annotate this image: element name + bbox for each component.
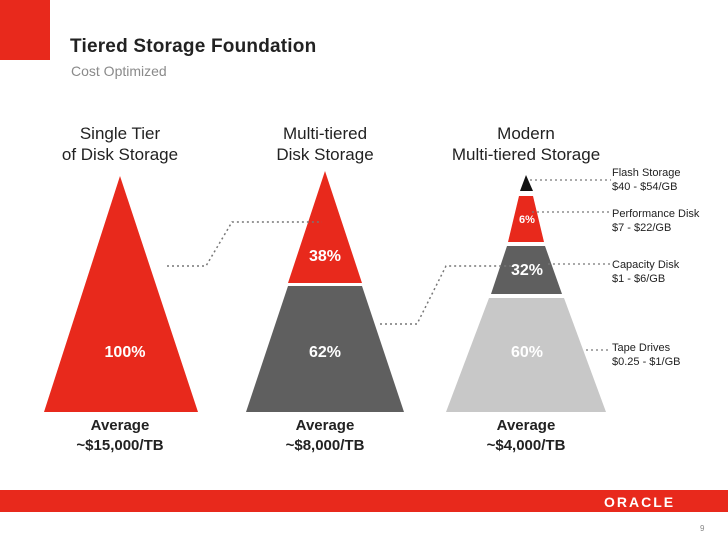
column-3-average-value: ~$4,000/TB xyxy=(486,437,566,454)
column-2-average-label: Average xyxy=(295,417,355,434)
slide-subtitle: Cost Optimized xyxy=(71,63,167,79)
pct-col1-disk: 100% xyxy=(104,344,146,361)
pyramid-1-disk xyxy=(44,176,198,412)
oracle-logo: ORACLE xyxy=(604,494,676,510)
column-3-heading: Modern Multi-tiered Storage xyxy=(430,123,622,165)
tier-capacity-price: $1 - $6/GB xyxy=(612,273,666,285)
tier-label-capacity: Capacity Disk $1 - $6/GB xyxy=(612,258,679,286)
pyramid-3-flash xyxy=(520,175,533,191)
pyramid-3-tape xyxy=(446,298,606,412)
column-3-average: Average ~$4,000/TB xyxy=(446,416,606,456)
column-1-average: Average ~$15,000/TB xyxy=(42,416,198,456)
slide-title: Tiered Storage Foundation xyxy=(70,36,317,57)
tier-flash-price: $40 - $54/GB xyxy=(612,181,678,193)
column-3-average-label: Average xyxy=(496,417,556,434)
pct-col3-capacity: 32% xyxy=(510,262,544,279)
column-3-heading-line2: Multi-tiered Storage xyxy=(451,145,601,164)
connector-1-2-top xyxy=(167,221,322,267)
pct-col2-capacity: 62% xyxy=(308,344,342,361)
tier-performance-price: $7 - $22/GB xyxy=(612,222,672,234)
pct-col2-performance: 38% xyxy=(308,248,342,265)
column-1-heading: Single Tier of Disk Storage xyxy=(42,123,198,165)
footer-bar xyxy=(0,490,728,512)
column-2-average-value: ~$8,000/TB xyxy=(285,437,365,454)
page-number: 9 xyxy=(700,524,705,533)
tier-label-performance: Performance Disk $7 - $22/GB xyxy=(612,207,699,235)
column-1-average-label: Average xyxy=(90,417,150,434)
tier-tape-price: $0.25 - $1/GB xyxy=(612,356,681,368)
column-2-average: Average ~$8,000/TB xyxy=(246,416,404,456)
tier-capacity-name: Capacity Disk xyxy=(612,259,680,271)
column-1-heading-line1: Single Tier xyxy=(79,124,161,143)
pyramid-3-performance-disk xyxy=(508,196,544,242)
column-2-heading: Multi-tiered Disk Storage xyxy=(246,123,404,165)
column-2-heading-line1: Multi-tiered xyxy=(282,124,368,143)
column-1-heading-line2: of Disk Storage xyxy=(61,145,179,164)
red-corner-accent xyxy=(0,0,50,60)
pyramid-3-capacity-disk xyxy=(491,246,562,294)
column-2-heading-line2: Disk Storage xyxy=(276,145,374,164)
tier-tape-name: Tape Drives xyxy=(612,342,671,354)
tier-label-tape: Tape Drives $0.25 - $1/GB xyxy=(612,341,681,369)
tier-flash-name: Flash Storage xyxy=(612,167,681,179)
pyramid-2-performance-disk xyxy=(288,171,362,283)
column-1-average-value: ~$15,000/TB xyxy=(76,437,164,454)
pct-col3-performance: 6% xyxy=(519,214,535,226)
tier-performance-name: Performance Disk xyxy=(612,208,700,220)
pyramid-2-capacity-disk xyxy=(246,286,404,412)
pct-col3-tape: 60% xyxy=(510,344,544,361)
tier-label-flash: Flash Storage $40 - $54/GB xyxy=(612,166,680,194)
column-3-heading-line1: Modern xyxy=(497,124,555,143)
